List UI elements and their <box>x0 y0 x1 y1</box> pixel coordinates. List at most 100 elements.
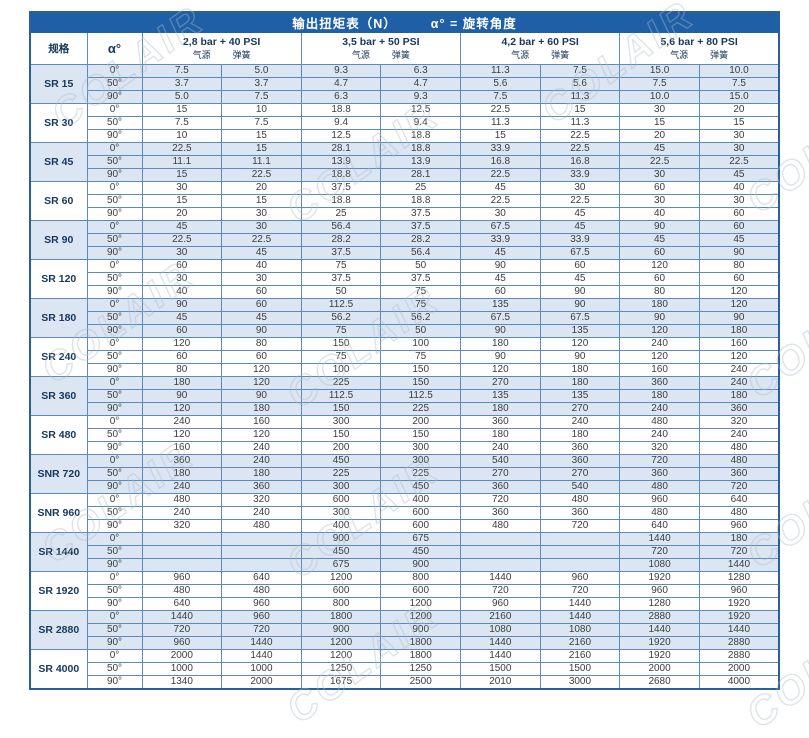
value-cell: 150 <box>300 402 382 416</box>
value-cell: 60 <box>141 350 223 364</box>
value-cell: 50 <box>300 285 382 299</box>
value-cell: 1440 <box>141 610 223 624</box>
table-row: 90° 1340 2000 1675 2500 2010 3000 2680 4000 <box>30 675 780 690</box>
value-cell: 22.5 <box>460 194 541 208</box>
table-title-sub: α° = 旋转角度 <box>430 17 517 31</box>
value-cell: 45 <box>539 272 621 286</box>
value-cell: 720 <box>698 480 780 494</box>
value-cell: 960 <box>141 571 223 585</box>
value-cell: 75 <box>300 259 382 273</box>
angle-cell: 0° <box>86 181 143 195</box>
table-row: SR 45 0° 22.5 15 28.1 18.8 33.9 22.5 45 30 <box>29 142 780 182</box>
value-cell: 9.3 <box>380 90 461 104</box>
value-cell: 960 <box>539 571 621 585</box>
value-cell: 800 <box>300 597 382 611</box>
value-cell: 720 <box>221 623 302 637</box>
value-cell: 360 <box>221 480 302 494</box>
table-title-row: 输出扭矩表（N） α° = 旋转角度 <box>29 11 780 33</box>
value-cell: 15 <box>221 194 302 208</box>
value-cell: 30 <box>698 142 780 156</box>
table-row: 90° 30 45 37.5 56.4 45 67.5 60 90 <box>30 246 780 260</box>
value-cell: 180 <box>221 402 302 416</box>
value-cell: 240 <box>221 441 302 455</box>
value-cell: 22.5 <box>698 155 780 169</box>
value-cell: 100 <box>380 337 461 351</box>
value-cell: 1440 <box>539 597 621 611</box>
value-cell: 30 <box>141 181 223 195</box>
value-cell: 400 <box>300 519 382 533</box>
value-cell: 90 <box>698 246 780 260</box>
value-cell: 90 <box>619 311 700 325</box>
value-cell: 240 <box>141 480 223 494</box>
value-cell: 60 <box>619 272 700 286</box>
value-cell: 2160 <box>539 636 621 650</box>
spec-cell: SR 360 <box>29 376 88 416</box>
value-cell: 360 <box>698 402 780 416</box>
value-cell: 480 <box>141 493 223 507</box>
value-cell: 11.3 <box>460 116 541 130</box>
value-cell: 11.3 <box>460 64 541 78</box>
table-row: 50° 11.1 11.1 13.9 13.9 16.8 16.8 22.5 22.5 <box>30 155 780 169</box>
value-cell: 45 <box>698 233 780 247</box>
value-cell: 160 <box>619 363 700 377</box>
value-cell: 15.0 <box>698 90 780 104</box>
value-cell: 480 <box>221 519 302 533</box>
value-cell: 960 <box>221 597 302 611</box>
value-cell: 37.5 <box>300 272 382 286</box>
value-cell: 40 <box>221 259 302 273</box>
value-cell: 9.4 <box>300 116 382 130</box>
value-cell: 120 <box>698 298 780 312</box>
value-cell: 60 <box>698 220 780 234</box>
value-cell: 240 <box>698 428 780 442</box>
angle-cell: 90° <box>86 90 143 104</box>
value-cell: 28.1 <box>300 142 382 156</box>
sub-labels: 气源 弹簧 <box>620 50 778 61</box>
value-cell: 20 <box>221 181 302 195</box>
value-cell: 75 <box>380 350 461 364</box>
value-cell: 22.5 <box>460 168 541 182</box>
value-cell: 960 <box>460 597 541 611</box>
pressure-label: 4,2 bar + 60 PSI <box>501 36 579 48</box>
table-row: 50° 720 720 900 900 1080 1080 1440 1440 <box>30 623 780 637</box>
value-cell: 900 <box>300 623 382 637</box>
angle-cell: 50° <box>86 545 143 559</box>
value-cell: 15 <box>221 129 302 143</box>
value-cell: 9.3 <box>300 64 382 78</box>
value-cell: 45 <box>221 246 302 260</box>
value-cell: 90 <box>460 350 541 364</box>
table-row: 90° 60 90 75 50 90 135 120 180 <box>30 324 780 338</box>
table-row: 50° 60 60 75 75 90 90 120 120 <box>30 350 780 364</box>
spec-cell: SR 240 <box>29 337 88 377</box>
value-cell: 160 <box>141 441 223 455</box>
value-cell: 1200 <box>300 571 382 585</box>
angle-cell: 50° <box>86 272 143 286</box>
spec-cell: SNR 720 <box>29 454 88 494</box>
value-cell: 200 <box>300 441 382 455</box>
value-cell: 1800 <box>380 649 461 663</box>
value-cell: 1800 <box>300 610 382 624</box>
value-cell: 67.5 <box>539 311 621 325</box>
table-row: 50° 30 30 37.5 37.5 45 45 60 60 <box>30 272 780 286</box>
value-cell <box>539 545 621 559</box>
value-cell: 80 <box>619 285 700 299</box>
value-cell: 60 <box>698 272 780 286</box>
value-cell: 135 <box>539 324 621 338</box>
value-cell: 45 <box>141 311 223 325</box>
value-cell: 80 <box>698 259 780 273</box>
value-cell: 13.9 <box>300 155 382 169</box>
spec-cell: SR 120 <box>29 259 88 299</box>
value-cell: 30 <box>619 194 700 208</box>
value-cell: 360 <box>460 480 541 494</box>
angle-cell: 0° <box>86 610 143 624</box>
value-cell: 90 <box>460 259 541 273</box>
table-row: 50° 45 45 56.2 56.2 67.5 67.5 90 90 <box>30 311 780 325</box>
header-air-source: 气源 <box>670 50 689 60</box>
value-cell: 30 <box>619 168 700 182</box>
table-row: SR 15 0° 7.5 5.0 9.3 6.3 11.3 7.5 15.0 10.0 <box>29 64 780 104</box>
value-cell: 18.8 <box>300 194 382 208</box>
value-cell: 30 <box>221 272 302 286</box>
value-cell: 6.3 <box>300 90 382 104</box>
value-cell: 960 <box>698 519 780 533</box>
value-cell: 150 <box>380 428 461 442</box>
value-cell: 1440 <box>698 623 780 637</box>
